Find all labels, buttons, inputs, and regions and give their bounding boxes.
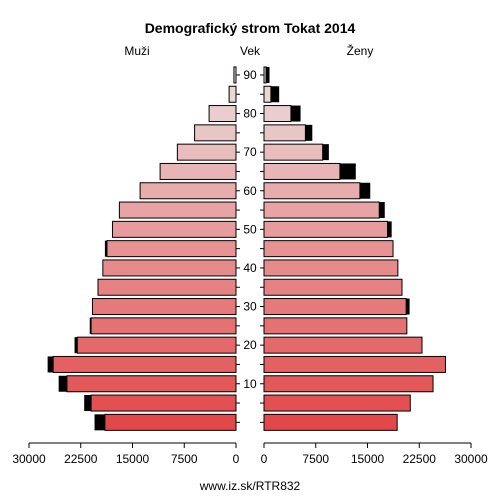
- male-excess-45-49: [104, 240, 107, 257]
- female-excess-65-69: [339, 163, 356, 180]
- male-bar-55-59: [118, 201, 237, 219]
- female-label: Ženy: [347, 43, 374, 58]
- female-bar-45-49: [263, 240, 394, 258]
- male-excess-15-19: [47, 356, 54, 373]
- x-tick-label-right: 15000: [351, 452, 385, 466]
- age-tick-label: 40: [243, 261, 257, 275]
- female-excess-80-84: [290, 105, 301, 122]
- male-bar-65-69: [159, 162, 237, 180]
- female-bar-25-29: [263, 317, 408, 335]
- female-excess-55-59: [379, 202, 385, 219]
- footer-source: www.iz.sk/RTR832: [199, 479, 301, 493]
- female-bar-80-84: [263, 105, 292, 123]
- x-tick-label-right: 0: [261, 452, 268, 466]
- age-tick-label: 90: [243, 68, 257, 82]
- female-excess-75-79: [305, 124, 313, 141]
- male-bar-80-84: [208, 105, 237, 123]
- male-excess-25-29: [89, 317, 92, 334]
- male-excess-10-14: [58, 375, 67, 392]
- age-tick-label: 10: [243, 377, 257, 391]
- age-tick-label: 70: [243, 145, 257, 159]
- x-tick-label-right: 7500: [302, 452, 329, 466]
- x-tick-label-left: 15000: [116, 452, 150, 466]
- age-tick-label: 50: [243, 222, 257, 236]
- male-bar-90+: [233, 66, 237, 84]
- female-excess-60-64: [359, 182, 371, 199]
- male-bar-75-79: [194, 124, 237, 142]
- female-bar-15-19: [263, 355, 446, 373]
- age-tick-label: 60: [243, 184, 257, 198]
- male-excess-0-4: [94, 414, 105, 431]
- female-bar-20-24: [263, 336, 423, 354]
- bars-group: [47, 66, 446, 431]
- female-bar-5-9: [263, 394, 411, 412]
- age-tick-label: 80: [243, 107, 257, 121]
- x-tick-label-left: 0: [233, 452, 240, 466]
- male-bar-10-14: [66, 375, 237, 393]
- female-excess-85-89: [270, 86, 280, 103]
- male-excess-5-9: [84, 395, 92, 412]
- male-bar-45-49: [106, 240, 237, 258]
- female-bar-55-59: [263, 201, 380, 219]
- male-bar-5-9: [90, 394, 237, 412]
- male-bar-0-4: [104, 413, 237, 431]
- female-bar-65-69: [263, 162, 341, 180]
- age-label: Vek: [240, 44, 261, 58]
- female-bar-50-54: [263, 220, 389, 238]
- male-bar-25-29: [90, 317, 237, 335]
- male-bar-50-54: [111, 220, 237, 238]
- female-excess-50-54: [387, 221, 392, 238]
- female-bar-30-34: [263, 298, 407, 316]
- x-tick-label-right: 30000: [454, 452, 488, 466]
- male-bar-40-44: [102, 259, 237, 277]
- female-bar-10-14: [263, 375, 434, 393]
- female-bar-40-44: [263, 259, 399, 277]
- x-tick-label-right: 22500: [403, 452, 437, 466]
- female-bar-75-79: [263, 124, 306, 142]
- age-tick-label: 30: [243, 300, 257, 314]
- male-bar-60-64: [139, 182, 237, 200]
- female-bar-90+: [263, 66, 267, 84]
- female-excess-30-34: [406, 298, 410, 315]
- age-tick-label: 20: [243, 338, 257, 352]
- male-bar-30-34: [91, 298, 237, 316]
- x-tick-label-left: 30000: [12, 452, 46, 466]
- chart-title: Demografický strom Tokat 2014: [145, 20, 356, 36]
- female-excess-70-74: [322, 144, 329, 161]
- x-tick-label-left: 7500: [171, 452, 198, 466]
- male-bar-35-39: [97, 278, 237, 296]
- female-bar-85-89: [263, 85, 272, 103]
- female-bar-0-4: [263, 413, 398, 431]
- male-bar-70-74: [176, 143, 237, 161]
- male-label: Muži: [124, 44, 149, 58]
- female-excess-90+: [266, 66, 270, 83]
- female-bar-70-74: [263, 143, 324, 161]
- axes-group: 10 20 30 40 50 60 70 80 90 30000 22500 15000 7500 0 0 7…: [12, 68, 488, 466]
- male-excess-20-24: [74, 337, 78, 354]
- female-bar-35-39: [263, 278, 403, 296]
- male-bar-20-24: [76, 336, 237, 354]
- x-tick-label-left: 22500: [64, 452, 98, 466]
- female-bar-60-64: [263, 182, 361, 200]
- male-bar-15-19: [52, 355, 237, 373]
- male-bar-85-89: [228, 85, 237, 103]
